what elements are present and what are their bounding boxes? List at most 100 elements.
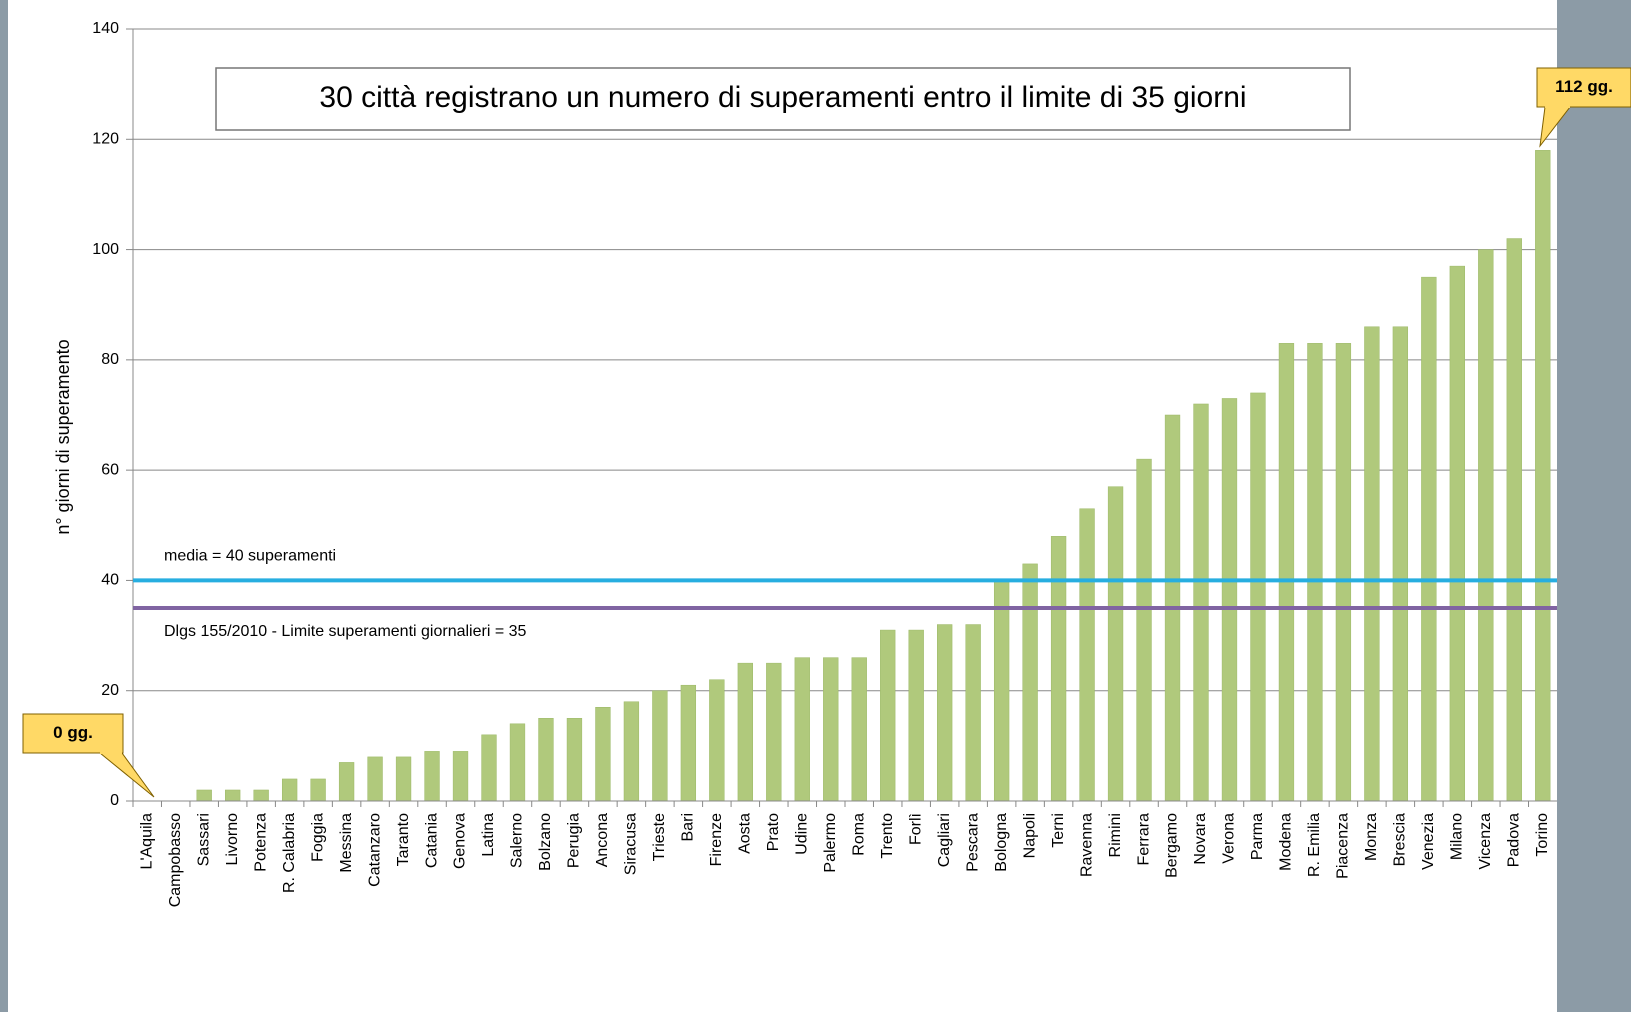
x-tick-label: Brescia: [1392, 813, 1409, 866]
x-tick-label: Campobasso: [167, 813, 184, 907]
x-tick-label: Bolzano: [537, 813, 554, 871]
bar: [1449, 265, 1465, 802]
x-tick-label: Milano: [1449, 813, 1466, 860]
bar: [1107, 486, 1124, 802]
x-tick-label: Ravenna: [1078, 813, 1095, 877]
x-tick-label: Udine: [793, 813, 810, 855]
bar: [1421, 276, 1437, 802]
title-box: [215, 67, 1351, 131]
callout-text: 0 gg.: [53, 723, 93, 742]
x-tick-label: Potenza: [252, 813, 269, 872]
x-tick-label: R. Emilia: [1306, 813, 1323, 877]
y-tick-label: 40: [101, 572, 119, 589]
x-tick-label: Salerno: [509, 813, 526, 868]
bar: [794, 657, 810, 802]
x-tick-label: Ancona: [594, 813, 611, 867]
x-tick-label: Bergamo: [1164, 813, 1181, 878]
x-tick-label: Trento: [879, 813, 896, 859]
bar: [851, 657, 867, 802]
y-tick-label: 100: [92, 241, 119, 258]
bar: [1335, 343, 1352, 802]
x-tick-label: Bari: [680, 813, 697, 841]
x-tick-label: Genova: [452, 813, 469, 869]
bar: [1506, 238, 1522, 802]
bar: [823, 657, 839, 802]
bar: [1307, 343, 1323, 802]
bar: [1221, 398, 1238, 802]
bar: [310, 778, 326, 802]
x-tick-label: Monza: [1363, 813, 1380, 861]
bar: [566, 718, 583, 802]
bar: [1478, 249, 1494, 802]
reference-label: media = 40 superamenti: [164, 548, 336, 565]
x-tick-label: Padova: [1505, 813, 1522, 867]
bar: [1079, 508, 1095, 802]
x-tick-label: Prato: [765, 813, 782, 851]
x-tick-label: Verona: [1221, 813, 1238, 864]
y-tick-label: 140: [92, 20, 119, 37]
bar: [1136, 458, 1152, 802]
x-tick-label: Siracusa: [623, 813, 640, 875]
bar: [481, 734, 497, 802]
bar: [395, 756, 412, 802]
bar: [281, 778, 298, 802]
bar: [709, 679, 725, 802]
x-tick-label: Torino: [1534, 813, 1551, 857]
x-tick-label: Modena: [1278, 813, 1295, 871]
bar: [652, 690, 668, 802]
callout-text: 112 gg.: [1555, 77, 1613, 96]
bar: [225, 789, 241, 802]
x-tick-label: Napoli: [1021, 813, 1038, 858]
x-tick-label: Cagliari: [936, 813, 953, 867]
x-tick-label: Perugia: [566, 813, 583, 868]
bar: [338, 762, 355, 802]
reference-label: Dlgs 155/2010 - Limite superamenti giorn…: [164, 623, 527, 640]
x-tick-label: Aosta: [737, 813, 754, 854]
x-tick-label: R. Calabria: [281, 813, 298, 893]
x-tick-label: Roma: [850, 813, 867, 856]
bar: [1050, 536, 1067, 802]
bar: [993, 580, 1010, 802]
bar: [965, 624, 981, 802]
bar: [1193, 403, 1209, 802]
bar: [1392, 326, 1409, 802]
x-tick-label: Forlì: [907, 813, 924, 845]
x-tick-label: Livorno: [224, 813, 241, 866]
bar: [509, 723, 526, 802]
x-tick-label: Pescara: [964, 813, 981, 872]
bar: [196, 789, 212, 802]
callout-box: [1536, 67, 1631, 108]
bar: [1278, 343, 1295, 802]
y-tick-label: 120: [92, 131, 119, 148]
callout-box: [22, 713, 124, 754]
bar: [1535, 150, 1551, 802]
y-tick-label: 60: [101, 461, 119, 478]
y-tick-label: 80: [101, 351, 119, 368]
bar: [452, 751, 469, 802]
y-tick-label: 20: [101, 682, 119, 699]
x-tick-label: Messina: [338, 813, 355, 873]
x-tick-label: Taranto: [395, 813, 412, 866]
x-tick-label: Foggia: [309, 813, 326, 862]
x-tick-label: Novara: [1192, 813, 1209, 865]
bar: [623, 701, 640, 802]
bar: [737, 662, 753, 802]
x-tick-label: Sassari: [195, 813, 212, 866]
bar: [595, 707, 611, 802]
y-tick-label: 0: [110, 792, 119, 809]
chart-panel: [8, 0, 1557, 1012]
x-tick-label: Trieste: [651, 813, 668, 861]
x-tick-label: L'Aquila: [138, 813, 155, 870]
bar: [1364, 326, 1380, 802]
x-tick-label: Catanzaro: [366, 813, 383, 887]
x-tick-label: Firenze: [708, 813, 725, 866]
x-tick-label: Terni: [1050, 813, 1067, 848]
bar: [538, 718, 554, 802]
bar: [253, 789, 269, 802]
x-tick-label: Ferrara: [1135, 813, 1152, 866]
y-axis-label: n° giorni di superamento: [53, 339, 73, 534]
x-tick-label: Rimini: [1107, 813, 1124, 857]
x-tick-label: Vicenza: [1477, 813, 1494, 870]
chart-title: 30 città registrano un numero di superam…: [319, 81, 1246, 114]
